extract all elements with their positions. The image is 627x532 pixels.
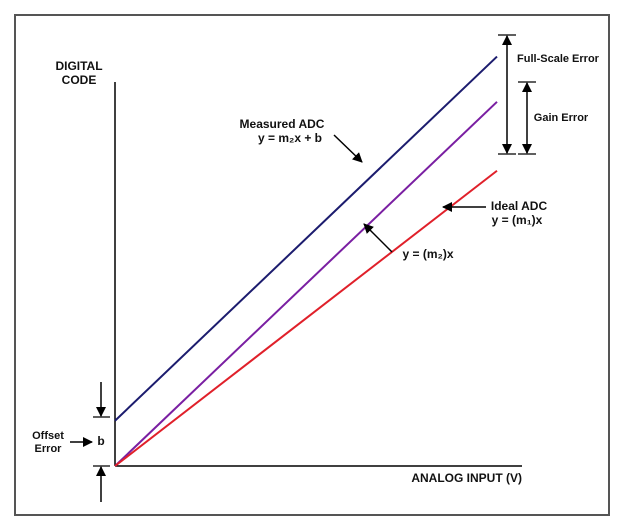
series-line-measured-adc bbox=[114, 55, 498, 422]
gain-line-equation: y = (m₂)x bbox=[402, 247, 453, 261]
measured-adc-label: Measured ADC bbox=[240, 117, 325, 131]
ideal-adc-equation: y = (m₁)x bbox=[492, 213, 543, 227]
y-axis-label-line2: CODE bbox=[62, 73, 97, 87]
offset-symbol-b: b bbox=[97, 434, 104, 448]
gain-error-label: Gain Error bbox=[534, 112, 589, 124]
series-line-gain-only bbox=[114, 101, 498, 467]
figure-frame bbox=[14, 14, 610, 516]
offset-error-label-line1: Offset bbox=[32, 430, 64, 442]
gain-line-pointer-arrow bbox=[363, 223, 393, 253]
series-line-ideal-adc bbox=[114, 169, 498, 467]
x-axis-label: ANALOG INPUT (V) bbox=[411, 471, 522, 485]
measured-adc-pointer-arrow bbox=[333, 134, 363, 163]
ideal-adc-label: Ideal ADC bbox=[491, 199, 548, 213]
offset-error-label-line2: Error bbox=[35, 443, 63, 455]
measured-adc-equation: y = m₂x + b bbox=[258, 131, 322, 145]
y-axis-label-line1: DIGITAL bbox=[55, 59, 102, 73]
full-scale-error-label: Full-Scale Error bbox=[517, 53, 600, 65]
